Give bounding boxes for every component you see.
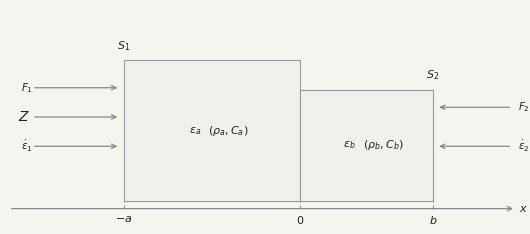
Text: $\dot{\varepsilon}_1$: $\dot{\varepsilon}_1$ [21, 139, 33, 154]
Text: $\varepsilon_b$: $\varepsilon_b$ [343, 139, 356, 151]
Text: $-a$: $-a$ [115, 215, 132, 224]
Bar [123, 60, 301, 201]
Text: $(\rho_b, C_b)$: $(\rho_b, C_b)$ [363, 138, 404, 152]
Text: $x$: $x$ [519, 204, 528, 214]
Text: $(\rho_a, C_a)$: $(\rho_a, C_a)$ [208, 124, 249, 138]
Text: $\dot{\varepsilon}_2$: $\dot{\varepsilon}_2$ [518, 139, 529, 154]
Text: $0$: $0$ [296, 215, 305, 227]
Text: $b$: $b$ [429, 215, 437, 227]
Text: $F_1$: $F_1$ [21, 81, 33, 95]
Text: $S_2$: $S_2$ [426, 68, 439, 82]
Text: $S_1$: $S_1$ [117, 39, 130, 53]
Bar [301, 90, 433, 201]
Text: $Z$: $Z$ [17, 110, 30, 124]
Text: $\varepsilon_a$: $\varepsilon_a$ [189, 125, 201, 137]
Text: $F_2$: $F_2$ [518, 100, 529, 114]
